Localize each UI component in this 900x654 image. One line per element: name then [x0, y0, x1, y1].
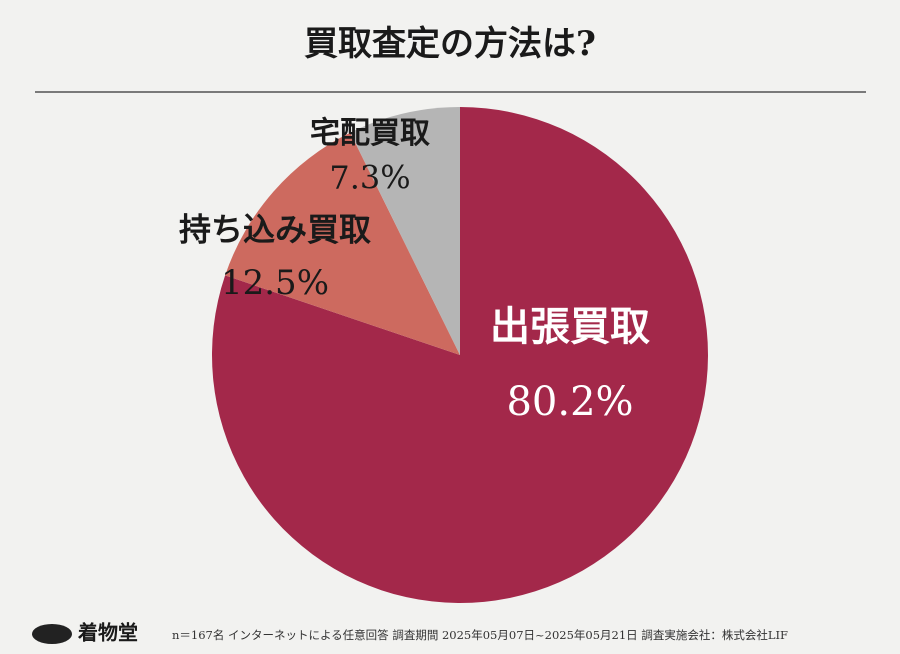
pie-slice: [350, 107, 460, 355]
chart-title: 買取査定の方法は?: [304, 24, 596, 64]
footer-note: n＝167名 インターネットによる任意回答 調査期間 2025年05月07日~2…: [172, 628, 788, 642]
pie: 出張買取 80.2% 持ち込み買取 12.5% 宅配買取 7.3%: [179, 107, 708, 603]
logo: 着物堂: [32, 621, 138, 645]
value-label: 12.5%: [221, 263, 329, 303]
slice-label: 出張買取: [490, 303, 650, 350]
slice-label: 持ち込み買取: [179, 211, 371, 249]
logo-text: 着物堂: [77, 621, 138, 645]
value-label: 7.3%: [329, 159, 410, 197]
value-label: 80.2%: [506, 379, 633, 425]
slice-label: 宅配買取: [310, 116, 430, 151]
pie-slice: [211, 107, 708, 603]
logo-icon: [32, 624, 72, 644]
pie-slice: [225, 132, 460, 355]
